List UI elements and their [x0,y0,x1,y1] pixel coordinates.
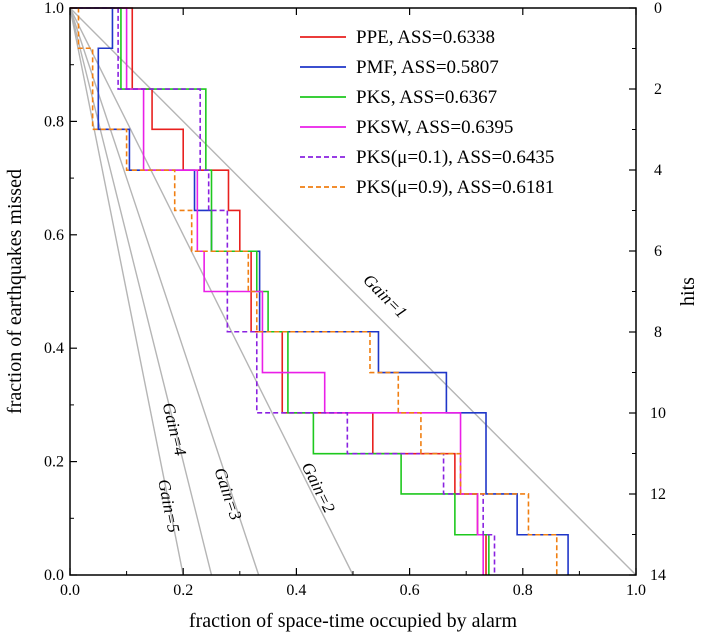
legend-label-1: PPE, ASS=0.6338 [356,27,495,48]
gain-lines: Gain=1 Gain=2 Gain=3 Gain=4 Gain=5 [69,7,637,576]
series-line-3 [70,7,490,575]
x-tick-label: 0.0 [60,582,80,599]
y2-tick-label: 4 [654,162,662,179]
y2-tick-label: 12 [650,486,666,503]
gain-line-3 [69,7,260,576]
y-tick-label: 1.0 [44,0,64,17]
gain-label-2: Gain=2 [298,459,339,516]
y2-tick-label: 2 [654,81,662,98]
legend-label-2: PMF, ASS=0.5807 [356,57,499,78]
x-tick-label: 0.2 [173,582,193,599]
x-tick-label: 0.8 [513,582,533,599]
y-axis-title: fraction of earthquakes missed [4,169,26,414]
legend-label-4: PKSW, ASS=0.6395 [356,117,513,138]
y-tick-label: 0.2 [44,454,64,471]
y2-tick-label: 0 [654,0,662,17]
legend-label-5: PKS(μ=0.1), ASS=0.6435 [356,147,554,168]
y2-tick-label: 6 [654,243,662,260]
gain-line-4 [69,7,213,576]
legend: PPE, ASS=0.6338 PMF, ASS=0.5807 PKS, ASS=0… [300,27,554,198]
gain-label-1: Gain=1 [359,270,411,322]
axes: 0.0 0.2 0.4 0.6 0.8 1.0 0.0 0.2 0.4 0.6 0.8 1.0 0 2 4 6… [44,0,666,599]
x-tick-label: 1.0 [626,582,646,599]
gain-line-1 [69,7,637,576]
y2-tick-label: 10 [650,405,666,422]
legend-label-6: PKS(μ=0.9), ASS=0.6181 [356,177,554,198]
gain-label-3: Gain=3 [211,465,246,522]
y-tick-label: 0.6 [44,227,64,244]
right-axis-title: hits [677,277,699,306]
x-axis-title: fraction of space-time occupied by alarm [189,610,518,632]
y-tick-label: 0.4 [44,340,64,357]
y2-tick-label: 8 [654,324,662,341]
y2-tick-label: 14 [650,567,666,584]
series-line-6 [70,7,558,575]
legend-label-3: PKS, ASS=0.6367 [356,87,497,108]
series-lines [70,7,569,575]
y-tick-label: 0.8 [44,113,64,130]
gain-line-5 [69,7,184,576]
x-tick-label: 0.4 [286,582,306,599]
x-tick-label: 0.6 [400,582,420,599]
gain-label-5: Gain=5 [154,478,183,535]
gain-label-4: Gain=4 [159,401,191,458]
y-tick-label: 0.0 [44,567,64,584]
